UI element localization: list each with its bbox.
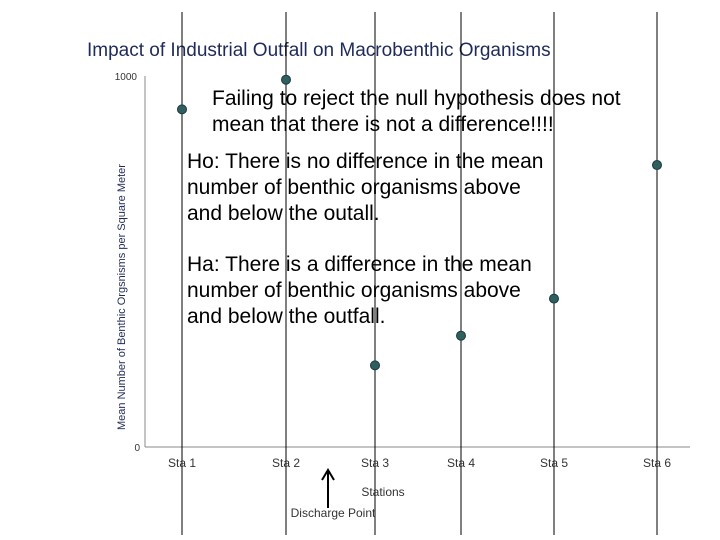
null-hypothesis-note: Failing to reject the null hypothesis do… — [212, 87, 621, 136]
chart-title: Impact of Industrial Outfall on Macroben… — [87, 40, 551, 61]
x-tick-label: Sta 3 — [361, 456, 389, 470]
x-tick-label: Sta 6 — [643, 456, 671, 470]
alternative-hypothesis: Ha: There is a difference in the mean nu… — [187, 253, 532, 328]
y-tick-label-top: 1000 — [115, 72, 138, 83]
data-point — [456, 330, 466, 341]
data-point — [549, 293, 559, 304]
x-tick-label: Sta 4 — [447, 456, 475, 470]
data-point — [281, 74, 291, 85]
x-tick-label: Sta 1 — [168, 456, 196, 470]
x-axis-label: Stations — [361, 485, 404, 499]
up-arrow-icon — [321, 468, 335, 508]
null-hypothesis: Ho: There is no difference in the mean n… — [187, 150, 544, 225]
y-tick-label-bottom: 0 — [134, 443, 140, 454]
data-point — [370, 360, 380, 371]
data-point — [652, 160, 662, 171]
data-point — [177, 104, 187, 115]
discharge-point-label: Discharge Point — [291, 506, 376, 520]
y-axis-label: Mean Number of Benthic Orgsnisms per Squ… — [116, 164, 128, 430]
x-tick-label: Sta 5 — [540, 456, 568, 470]
x-tick-label: Sta 2 — [272, 456, 300, 470]
